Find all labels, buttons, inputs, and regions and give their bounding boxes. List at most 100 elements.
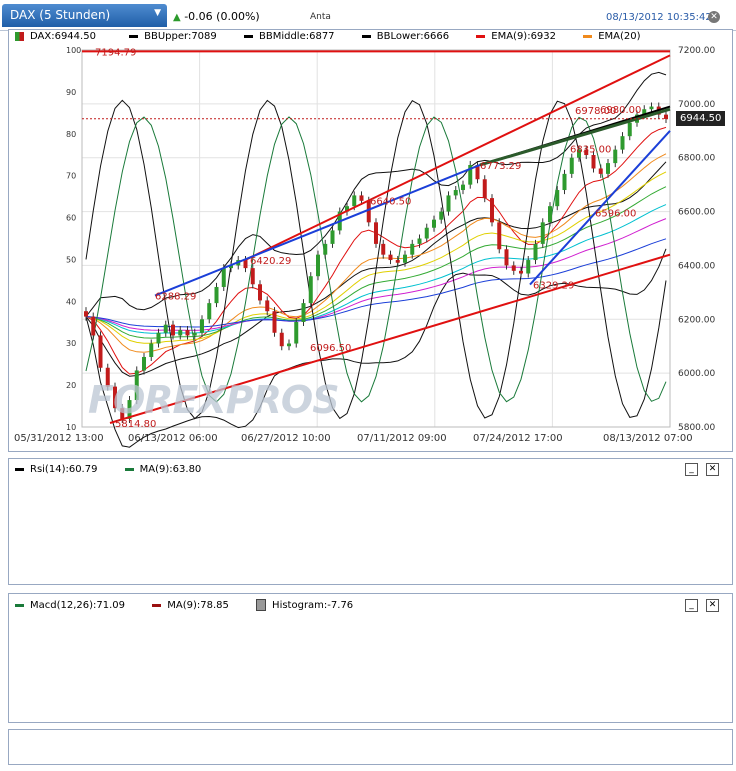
- trendline-blue: [529, 130, 671, 286]
- candle-body: [461, 184, 465, 191]
- main-legend-bbupper: BBUpper:7089: [129, 31, 217, 42]
- candle-body: [127, 400, 132, 419]
- price-annotation: 6980.00: [600, 105, 641, 116]
- candle-body: [120, 408, 125, 419]
- candle-body: [388, 254, 393, 261]
- candle-body: [265, 300, 270, 312]
- candle-body: [352, 195, 357, 207]
- stochastic-d-line: [85, 116, 667, 403]
- candle-body: [200, 319, 204, 333]
- ema-line: [85, 238, 667, 328]
- chart-header: DAX (5 Stunden) ▼ ▲ -0.06 (0.00%) Anta 0…: [0, 0, 736, 31]
- y-left-tick-label: 20: [66, 381, 76, 390]
- candle-body: [308, 276, 313, 304]
- stochastic-k-line: [85, 99, 667, 420]
- candle-body: [497, 222, 502, 250]
- candle-body: [243, 260, 248, 269]
- candle-body: [642, 109, 647, 115]
- x-tick-label: 06/13/2012 06:00: [128, 433, 218, 444]
- candle-body: [395, 260, 400, 263]
- price-annotation: 6640.50: [370, 197, 411, 208]
- main-chart-panel: [8, 29, 733, 452]
- candle-body: [250, 268, 255, 285]
- symbol-selector[interactable]: DAX (5 Stunden) ▼: [2, 4, 167, 27]
- y-left-tick-label: 50: [66, 255, 76, 264]
- close-icon[interactable]: ✕: [706, 599, 719, 612]
- last-price-tag: 6944.50: [676, 111, 726, 126]
- chart-tab[interactable]: Anta: [310, 12, 331, 22]
- x-tick-label: 06/27/2012 10:00: [241, 433, 331, 444]
- candle-body: [142, 356, 146, 371]
- price-annotation: 6596.00: [595, 209, 636, 220]
- candle-body: [91, 316, 96, 336]
- trendline-support: [109, 253, 671, 424]
- candle-body: [446, 195, 451, 212]
- price-change: ▲ -0.06 (0.00%): [173, 10, 260, 23]
- candle-body: [316, 254, 320, 277]
- candle-body: [294, 321, 299, 344]
- candle-body: [192, 332, 197, 336]
- plot-frame: [81, 49, 671, 428]
- candle-body: [410, 243, 415, 255]
- price-annotation: 6096.50: [310, 343, 351, 354]
- watermark-logo: FOREXPROS: [88, 378, 340, 422]
- price-annotation: 6773.29: [480, 161, 521, 172]
- ema-line: [85, 153, 667, 353]
- trendline-upper: [244, 54, 671, 261]
- candle-body: [279, 332, 284, 347]
- minimize-icon[interactable]: _: [685, 599, 698, 612]
- candle-body: [482, 179, 487, 199]
- y-left-tick-label: 40: [66, 297, 76, 306]
- minimize-icon[interactable]: _: [685, 463, 698, 476]
- close-icon[interactable]: ✕: [706, 463, 719, 476]
- candle-body: [533, 243, 538, 261]
- x-tick-label: 05/31/2012 13:00: [14, 433, 104, 444]
- rsi-legend-ma: MA(9):63.80: [124, 464, 201, 475]
- macd-legend-ma: MA(9):78.85: [152, 600, 229, 611]
- chevron-down-icon: ▼: [154, 8, 161, 18]
- y-tick-label: 7200.00: [678, 46, 715, 56]
- y-left-tick-label: 30: [66, 339, 76, 348]
- range-navigator[interactable]: [8, 729, 733, 765]
- x-tick-label: 08/13/2012 07:00: [603, 433, 693, 444]
- candle-body: [439, 211, 444, 220]
- y-left-tick-label: 10: [66, 423, 76, 432]
- candle-body: [562, 173, 567, 191]
- candle-body: [221, 268, 226, 287]
- y-tick-label: 6000.00: [678, 369, 715, 379]
- price-annotation: 6420.29: [250, 256, 291, 267]
- candle-body: [569, 157, 574, 174]
- price-annotation: 7194.79: [95, 47, 136, 58]
- candle-body: [432, 219, 436, 228]
- y-tick-label: 7000.00: [678, 100, 715, 110]
- candle-body: [555, 190, 560, 207]
- y-tick-label: 5800.00: [678, 423, 715, 433]
- candle-body: [163, 324, 168, 333]
- candle-body: [468, 164, 473, 185]
- candle-body: [359, 195, 364, 201]
- candle-body: [591, 155, 596, 169]
- y-left-tick-label: 60: [66, 214, 76, 223]
- price-annotation: 6835.00: [570, 144, 611, 155]
- price-annotation: 6288.29: [155, 292, 196, 303]
- candle-body: [178, 330, 183, 336]
- candle-body: [490, 198, 494, 223]
- candle-body: [453, 190, 458, 196]
- rsi-legend-rsi: Rsi(14):60.79: [15, 464, 97, 475]
- candle-body: [84, 311, 88, 317]
- candle-body: [417, 238, 422, 244]
- candle-body: [366, 200, 371, 223]
- close-icon[interactable]: ✕: [708, 11, 720, 23]
- candle-body: [620, 136, 625, 150]
- ema-line: [85, 204, 667, 334]
- main-legend-price: DAX:6944.50: [15, 31, 96, 42]
- bb-upper-line: [85, 71, 667, 317]
- candle-body: [613, 149, 618, 164]
- candle-body: [424, 227, 429, 239]
- candle-body: [134, 370, 139, 401]
- price-annotation: 5814.80: [115, 419, 156, 430]
- candle-body: [229, 265, 233, 269]
- macd-legend: Macd(12,26):71.09 MA(9):78.85 Histogram:…: [15, 599, 353, 611]
- y-tick-label: 6600.00: [678, 208, 715, 218]
- rsi-legend: Rsi(14):60.79 MA(9):63.80: [15, 464, 201, 475]
